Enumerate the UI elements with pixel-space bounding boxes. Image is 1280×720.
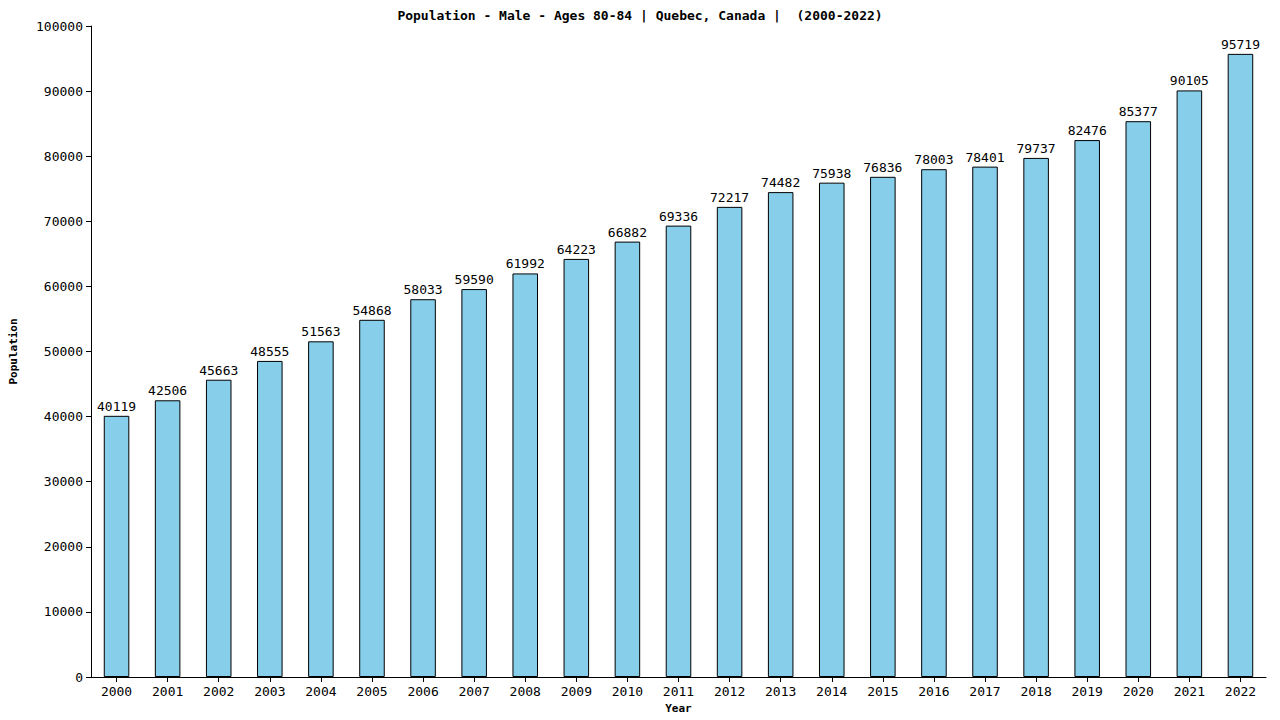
svg-text:78003: 78003 bbox=[914, 152, 953, 167]
svg-text:Population - Male - Ages 80-84: Population - Male - Ages 80-84 | Quebec,… bbox=[397, 8, 882, 23]
svg-text:59590: 59590 bbox=[455, 272, 494, 287]
svg-text:0: 0 bbox=[75, 670, 83, 685]
svg-text:2000: 2000 bbox=[101, 684, 132, 699]
svg-text:2002: 2002 bbox=[203, 684, 234, 699]
svg-text:70000: 70000 bbox=[44, 214, 83, 229]
svg-text:72217: 72217 bbox=[710, 190, 749, 205]
svg-text:74482: 74482 bbox=[761, 175, 800, 190]
svg-text:90105: 90105 bbox=[1170, 73, 1209, 88]
svg-text:61992: 61992 bbox=[506, 256, 545, 271]
svg-text:100000: 100000 bbox=[36, 19, 83, 34]
svg-text:2003: 2003 bbox=[254, 684, 285, 699]
svg-text:80000: 80000 bbox=[44, 149, 83, 164]
svg-text:50000: 50000 bbox=[44, 344, 83, 359]
svg-text:82476: 82476 bbox=[1068, 123, 1107, 138]
svg-text:2005: 2005 bbox=[356, 684, 387, 699]
svg-text:40119: 40119 bbox=[97, 399, 136, 414]
svg-text:95719: 95719 bbox=[1221, 37, 1260, 52]
svg-text:54868: 54868 bbox=[352, 303, 391, 318]
svg-text:75938: 75938 bbox=[812, 166, 851, 181]
svg-text:2016: 2016 bbox=[918, 684, 949, 699]
svg-text:2013: 2013 bbox=[765, 684, 796, 699]
svg-text:Population: Population bbox=[7, 318, 20, 384]
svg-text:Year: Year bbox=[665, 702, 692, 715]
svg-text:48555: 48555 bbox=[250, 344, 289, 359]
svg-text:2020: 2020 bbox=[1123, 684, 1154, 699]
svg-text:90000: 90000 bbox=[44, 84, 83, 99]
svg-text:30000: 30000 bbox=[44, 474, 83, 489]
svg-text:79737: 79737 bbox=[1017, 141, 1056, 156]
svg-text:58033: 58033 bbox=[403, 282, 442, 297]
svg-text:51563: 51563 bbox=[301, 324, 340, 339]
svg-text:2015: 2015 bbox=[867, 684, 898, 699]
svg-text:2018: 2018 bbox=[1020, 684, 1051, 699]
svg-text:20000: 20000 bbox=[44, 539, 83, 554]
svg-text:2009: 2009 bbox=[561, 684, 592, 699]
svg-text:2022: 2022 bbox=[1225, 684, 1256, 699]
svg-text:2007: 2007 bbox=[458, 684, 489, 699]
svg-text:78401: 78401 bbox=[965, 150, 1004, 165]
svg-text:76836: 76836 bbox=[863, 160, 902, 175]
svg-text:60000: 60000 bbox=[44, 279, 83, 294]
svg-text:2014: 2014 bbox=[816, 684, 847, 699]
svg-text:45663: 45663 bbox=[199, 363, 238, 378]
svg-text:66882: 66882 bbox=[608, 225, 647, 240]
svg-text:2008: 2008 bbox=[510, 684, 541, 699]
svg-text:2017: 2017 bbox=[969, 684, 1000, 699]
svg-text:64223: 64223 bbox=[557, 242, 596, 257]
svg-text:40000: 40000 bbox=[44, 409, 83, 424]
svg-text:2021: 2021 bbox=[1174, 684, 1205, 699]
svg-text:2001: 2001 bbox=[152, 684, 183, 699]
svg-text:2019: 2019 bbox=[1072, 684, 1103, 699]
svg-text:69336: 69336 bbox=[659, 209, 698, 224]
svg-text:2012: 2012 bbox=[714, 684, 745, 699]
svg-text:2010: 2010 bbox=[612, 684, 643, 699]
svg-text:42506: 42506 bbox=[148, 383, 187, 398]
svg-text:10000: 10000 bbox=[44, 604, 83, 619]
svg-text:2006: 2006 bbox=[407, 684, 438, 699]
svg-text:2004: 2004 bbox=[305, 684, 336, 699]
svg-text:85377: 85377 bbox=[1119, 104, 1158, 119]
svg-text:2011: 2011 bbox=[663, 684, 694, 699]
